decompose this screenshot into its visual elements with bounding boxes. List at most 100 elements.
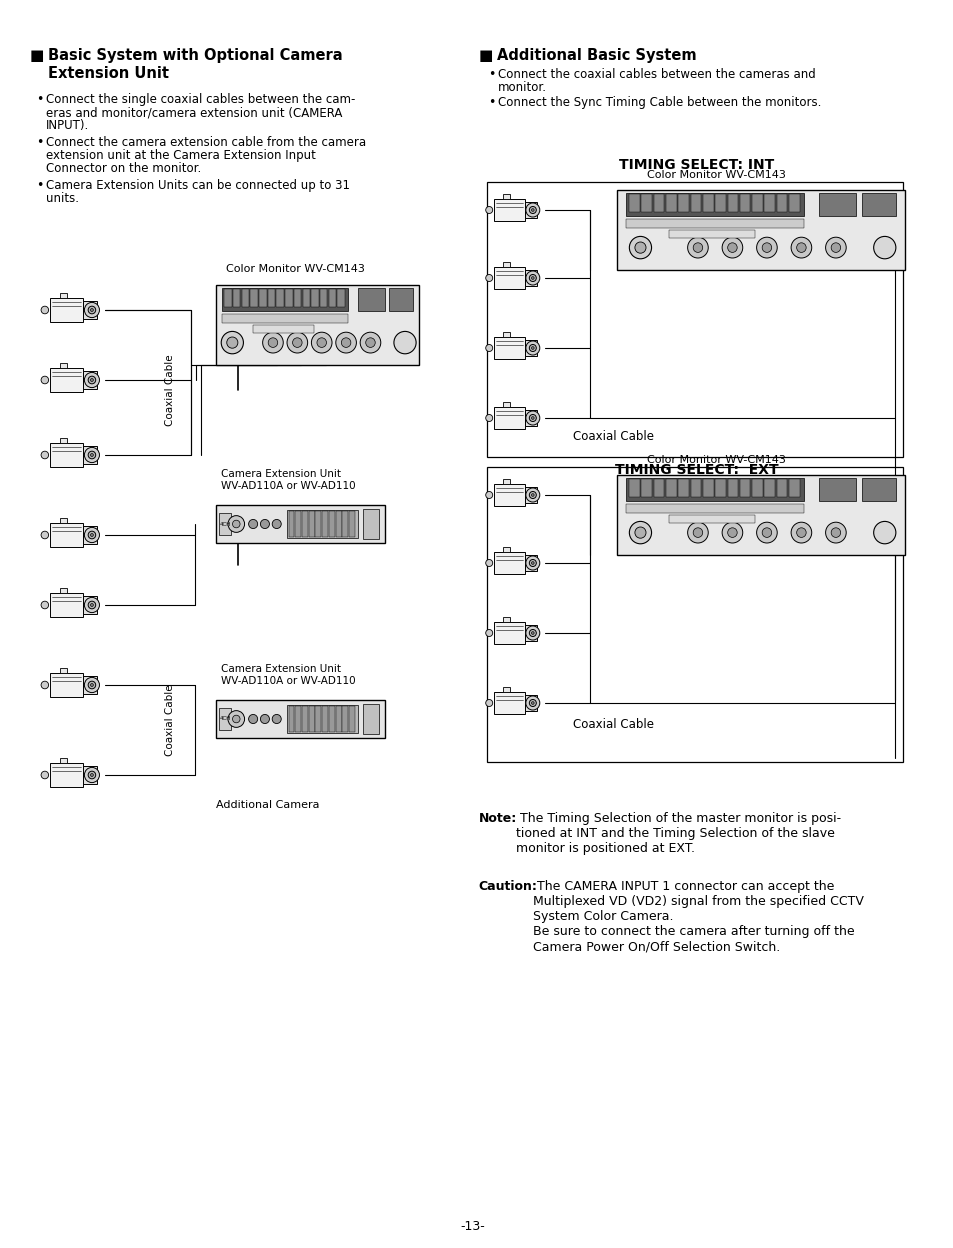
Bar: [329, 290, 335, 307]
Bar: [222, 288, 348, 311]
Text: WV-AD110A or WV-AD110: WV-AD110A or WV-AD110: [221, 676, 355, 686]
Circle shape: [531, 208, 534, 211]
Circle shape: [84, 372, 99, 388]
Bar: [362, 704, 379, 734]
Circle shape: [485, 699, 492, 706]
Bar: [83, 302, 96, 318]
Circle shape: [529, 414, 536, 422]
Circle shape: [249, 714, 257, 724]
Circle shape: [629, 236, 651, 258]
Bar: [358, 288, 384, 311]
Circle shape: [272, 519, 281, 529]
Bar: [60, 438, 68, 443]
Text: ■: ■: [30, 47, 44, 62]
Circle shape: [761, 528, 771, 538]
Bar: [502, 402, 510, 407]
Text: Additional Camera: Additional Camera: [215, 800, 319, 810]
Circle shape: [485, 559, 492, 567]
Circle shape: [790, 522, 811, 543]
Circle shape: [529, 699, 536, 706]
Circle shape: [529, 559, 536, 567]
Bar: [739, 193, 750, 212]
Bar: [342, 705, 348, 733]
Circle shape: [41, 771, 49, 779]
Circle shape: [830, 528, 840, 538]
Circle shape: [249, 519, 257, 529]
Circle shape: [88, 376, 95, 384]
Bar: [250, 290, 257, 307]
Circle shape: [88, 532, 95, 539]
Circle shape: [796, 243, 805, 252]
Bar: [60, 363, 68, 368]
Bar: [502, 618, 510, 622]
Circle shape: [360, 332, 380, 353]
Circle shape: [693, 528, 702, 538]
Bar: [776, 479, 786, 497]
Text: ■: ■: [478, 47, 493, 62]
Circle shape: [88, 306, 95, 313]
Circle shape: [91, 604, 93, 607]
Bar: [739, 479, 750, 497]
Circle shape: [529, 206, 536, 213]
Bar: [628, 193, 639, 212]
Text: 4CH: 4CH: [219, 716, 231, 721]
Circle shape: [260, 519, 269, 529]
Bar: [83, 527, 96, 544]
Bar: [763, 479, 774, 497]
Text: The Timing Selection of the master monitor is posi-
tioned at INT and the Timing: The Timing Selection of the master monit…: [516, 812, 841, 855]
Circle shape: [485, 492, 492, 498]
Circle shape: [824, 237, 845, 258]
Text: Note:: Note:: [478, 812, 517, 825]
Bar: [311, 290, 318, 307]
Text: •: •: [35, 136, 43, 149]
Bar: [502, 262, 510, 267]
Bar: [625, 193, 803, 216]
Bar: [50, 593, 83, 618]
Circle shape: [227, 337, 237, 348]
Bar: [302, 510, 308, 538]
Text: units.: units.: [46, 192, 78, 205]
Bar: [617, 475, 904, 555]
Bar: [253, 324, 314, 333]
Bar: [335, 705, 341, 733]
Text: •: •: [35, 94, 43, 106]
Bar: [818, 193, 855, 216]
Bar: [727, 193, 738, 212]
Circle shape: [268, 338, 277, 347]
Circle shape: [721, 237, 742, 258]
Text: Connect the single coaxial cables between the cam-: Connect the single coaxial cables betwee…: [46, 94, 355, 106]
Text: The CAMERA INPUT 1 connector can accept the
Multiplexed VD (VD2) signal from the: The CAMERA INPUT 1 connector can accept …: [533, 880, 863, 953]
Bar: [751, 193, 762, 212]
Circle shape: [84, 678, 99, 693]
Bar: [678, 479, 688, 497]
Circle shape: [531, 631, 534, 634]
Bar: [493, 337, 524, 359]
Circle shape: [529, 344, 536, 352]
Bar: [625, 504, 803, 513]
Circle shape: [84, 768, 99, 782]
Circle shape: [228, 515, 244, 533]
Bar: [50, 523, 83, 548]
Bar: [493, 407, 524, 429]
Text: Basic System with Optional Camera: Basic System with Optional Camera: [48, 47, 342, 62]
Circle shape: [531, 562, 534, 564]
Text: Color Monitor WV-CM143: Color Monitor WV-CM143: [646, 456, 785, 466]
Circle shape: [485, 206, 492, 213]
Circle shape: [341, 338, 351, 347]
Bar: [502, 547, 510, 552]
Bar: [665, 479, 676, 497]
Circle shape: [796, 528, 805, 538]
Circle shape: [629, 522, 651, 544]
Bar: [83, 597, 96, 614]
Bar: [493, 198, 524, 221]
Bar: [362, 509, 379, 539]
Circle shape: [721, 522, 742, 543]
Bar: [233, 290, 240, 307]
Text: •: •: [487, 96, 495, 109]
Bar: [493, 691, 524, 714]
Bar: [288, 705, 294, 733]
Bar: [640, 193, 651, 212]
Circle shape: [262, 332, 283, 353]
Circle shape: [531, 277, 534, 280]
Circle shape: [394, 332, 416, 353]
